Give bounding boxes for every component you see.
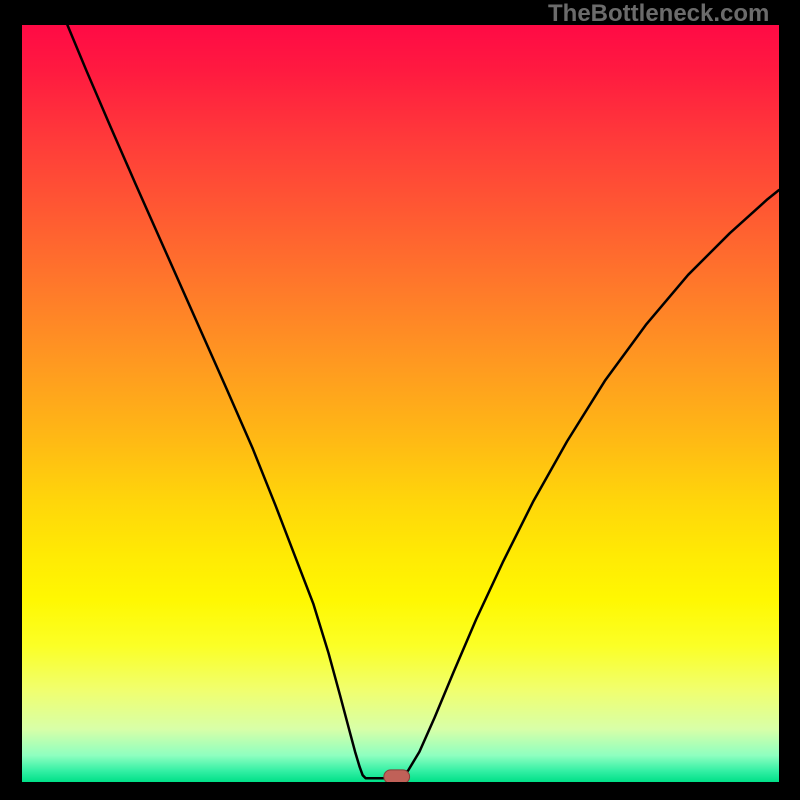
watermark-text: TheBottleneck.com (548, 0, 769, 28)
bottleneck-chart (22, 25, 779, 782)
chart-background (22, 25, 779, 782)
optimum-marker (384, 770, 410, 782)
